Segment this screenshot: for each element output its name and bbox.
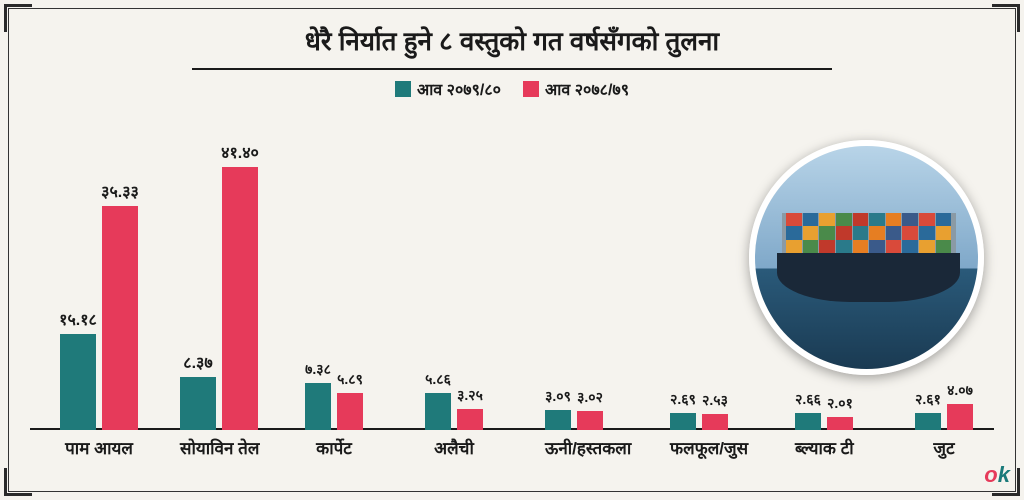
bar-value-label: २.६९ [670, 390, 696, 409]
corner-top-right [992, 4, 1020, 32]
bar-group: २.६९२.५३फलफूल/जुस [670, 413, 728, 430]
bar: ४१.४० [222, 167, 258, 430]
bar-value-label: ३.०९ [545, 387, 571, 406]
bar-value-label: ८.३७ [183, 351, 212, 373]
bar-value-label: २.६६ [795, 390, 821, 409]
bar: २.५३ [702, 414, 728, 430]
bar: २.६६ [795, 413, 821, 430]
category-label: अलैची [425, 436, 483, 459]
bar-value-label: १५.१८ [59, 308, 97, 330]
bar-group: १५.१८३५.३३पाम आयल [60, 206, 138, 430]
bar-value-label: ३.२५ [457, 386, 483, 405]
bar: ५.८६ [425, 393, 451, 430]
bar-value-label: २.५३ [702, 391, 728, 410]
bar-value-label: २.६१ [915, 390, 941, 409]
category-label: ऊनी/हस्तकला [545, 436, 603, 459]
bar: ३.०९ [545, 410, 571, 430]
source-logo: ok [984, 462, 1010, 488]
bar-group: ८.३७४१.४०सोयाविन तेल [180, 167, 258, 430]
bar-group: २.६१४.०७जुट [915, 404, 973, 430]
bar-value-label: ३.०२ [577, 388, 603, 407]
bar: ७.३८ [305, 383, 331, 430]
category-label: ब्ल्याक टी [795, 436, 853, 459]
bar-value-label: ४१.४० [221, 141, 259, 163]
bar-value-label: ३५.३३ [101, 180, 139, 202]
bar-group: ७.३८५.८९कार्पेट [305, 383, 363, 430]
bar-group: २.६६२.०१ब्ल्याक टी [795, 413, 853, 430]
bar: २.०१ [827, 417, 853, 430]
bar-value-label: २.०१ [827, 394, 853, 413]
bar-value-label: ४.०७ [947, 381, 973, 400]
bar: २.६१ [915, 413, 941, 430]
category-label: जुट [915, 436, 973, 459]
bar-value-label: ५.८६ [425, 370, 451, 389]
bar: १५.१८ [60, 334, 96, 430]
ship-image [749, 140, 984, 375]
category-label: फलफूल/जुस [670, 436, 728, 459]
bar: ३.२५ [457, 409, 483, 430]
bar: ३.०२ [577, 411, 603, 430]
category-label: पाम आयल [60, 436, 138, 459]
corner-top-left [4, 4, 32, 32]
category-label: कार्पेट [305, 436, 363, 459]
bar: ५.८९ [337, 393, 363, 430]
bar-group: ३.०९३.०२ऊनी/हस्तकला [545, 410, 603, 430]
bar: ४.०७ [947, 404, 973, 430]
bar-group: ५.८६३.२५अलैची [425, 393, 483, 430]
bar: ८.३७ [180, 377, 216, 430]
corner-bottom-left [4, 468, 32, 496]
category-label: सोयाविन तेल [180, 436, 258, 459]
bar: २.६९ [670, 413, 696, 430]
bar-value-label: ७.३८ [305, 360, 331, 379]
bar-value-label: ५.८९ [337, 370, 363, 389]
bar: ३५.३३ [102, 206, 138, 430]
